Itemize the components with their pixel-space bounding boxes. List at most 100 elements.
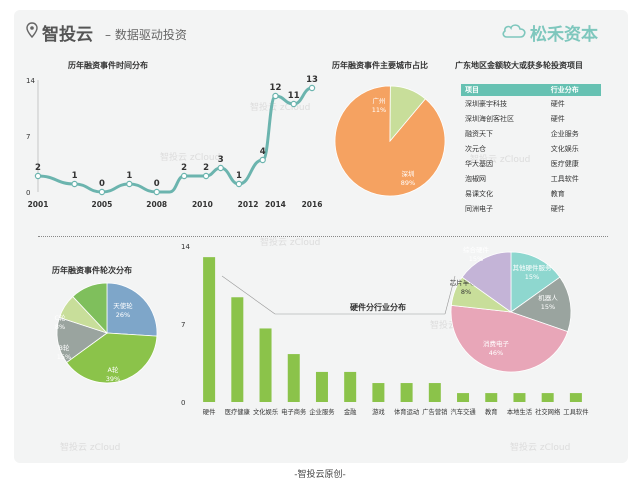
y-tick-label: 0 [26, 189, 30, 197]
line-point [272, 92, 279, 100]
bar-category-label: 广告营销 [422, 407, 447, 416]
line-point [153, 188, 160, 196]
line-series [37, 86, 313, 194]
watermark: 智投云 zCloud [260, 238, 321, 248]
table-row: 同洲电子 硬件 [461, 202, 601, 217]
round-pie-slice-value: 39% [106, 375, 120, 383]
hw-pie-slice [510, 251, 561, 313]
bar-category-label: 社交网络 [535, 407, 561, 416]
x-tick-label: 2010 [192, 200, 213, 209]
bar-category-label: 工具软件 [563, 407, 588, 416]
bar-category-label: 游戏 [372, 407, 385, 416]
x-tick-label: 2016 [302, 200, 323, 209]
hw-pie-slice [461, 251, 512, 313]
callout-line [444, 275, 456, 315]
table-row: 次元仓 文化娱乐 [461, 141, 601, 156]
line-data-label: 11 [288, 91, 300, 101]
brand-name: 智投云 [42, 25, 93, 45]
line-point [126, 180, 133, 188]
hw-pie-slice-name: 其他硬件服务 [513, 263, 553, 272]
bar-y-tick-label: 14 [181, 243, 190, 251]
table-header-industry: 行业分布 [546, 84, 601, 96]
city-pie-title: 历年融资事件主要城市占比 [332, 61, 428, 70]
bar-category-label: 文化娱乐 [253, 407, 279, 416]
city-pie-slice-value: 89% [401, 179, 415, 187]
line-point [71, 180, 78, 188]
round-pie-slice-name: C轮 [54, 313, 66, 322]
hw-pie-slice [450, 304, 569, 373]
hw-pie-slice-value: 15% [541, 303, 555, 311]
bar-category-label: 医疗健康 [225, 407, 251, 416]
bar-category-label: 硬件 [203, 407, 216, 416]
section-divider [38, 236, 608, 237]
bar-category-label: 本地生活 [507, 407, 533, 416]
bar [287, 354, 300, 402]
hw-pie-slice-name: 消费电子 [483, 339, 510, 348]
hw-pie-slice-name: 综合硬件 [463, 245, 490, 254]
line-point [235, 180, 243, 188]
watermark: 智投云 zCloud [160, 153, 221, 163]
city-pie-slice [389, 85, 426, 143]
table-row: 深圳豪宇科技 硬件 [461, 96, 601, 111]
cloud-logo-icon [502, 24, 526, 38]
table-cell: 泡椒网 [465, 175, 486, 184]
bar [400, 383, 413, 402]
bar-category-label: 体育运动 [394, 407, 419, 416]
watermark: 智投云 zCloud [470, 155, 531, 165]
round-pie-slice-name: A轮 [108, 365, 119, 374]
city-pie-slice-name: 广州 [373, 96, 386, 105]
round-pie-title: 历年融资事件轮次分布 [52, 266, 132, 275]
hw-pie-slice [510, 276, 572, 333]
bar [203, 257, 216, 402]
bar [457, 393, 470, 402]
bar [315, 371, 328, 402]
table-cell: 易课文化 [465, 190, 493, 199]
bar-chart-title: 硬件分行业分布 [350, 303, 406, 312]
line-point [180, 172, 188, 180]
callout-line [221, 275, 276, 315]
watermark: 智投云 zCloud [60, 443, 121, 453]
round-pie-slice-value: 8% [55, 323, 65, 331]
table-cell: 教育 [550, 190, 565, 199]
round-pie-slice [65, 332, 158, 384]
bar-category-label: 电子商务 [281, 407, 307, 416]
table-header-project: 项目 [461, 84, 547, 96]
bar [513, 393, 526, 402]
footer-note: -智投云原创- [294, 470, 346, 480]
table-row: 深圳海创客社区 硬件 [461, 111, 601, 126]
table-cell: 同洲电子 [465, 205, 493, 214]
line-data-label: 2 [35, 163, 41, 173]
table-cell: 文化娱乐 [550, 144, 579, 153]
line-data-label: 2 [181, 163, 187, 173]
hw-pie-slice-name: 芯片半导体 [450, 278, 483, 287]
line-data-label: 2 [203, 163, 209, 173]
bar [541, 393, 554, 402]
table-row: 易课文化 教育 [461, 187, 601, 202]
round-pie-slice [72, 282, 108, 335]
line-data-label: 4 [260, 147, 266, 157]
table-cell: 医疗健康 [550, 159, 579, 168]
line-point [259, 156, 266, 164]
table-row: 华大基因 医疗健康 [461, 156, 601, 171]
line-point [217, 164, 224, 172]
line-data-label: 12 [270, 83, 282, 93]
bar [231, 297, 244, 402]
bar [344, 371, 357, 402]
city-pie-slice-name: 深圳 [402, 169, 415, 178]
line-data-label: 0 [154, 179, 160, 189]
round-pie-slice-name: 天使轮 [113, 301, 133, 310]
line-data-label: 0 [99, 179, 105, 189]
bar [485, 393, 498, 402]
table-cell: 深圳海创客社区 [465, 114, 514, 123]
hw-pie-slice-value: 46% [489, 349, 503, 357]
round-pie-slice [106, 282, 158, 337]
bar-y-tick-label: 0 [181, 399, 185, 407]
table-cell: 硬件 [550, 114, 565, 123]
round-pie-slice-value: 26% [116, 311, 130, 319]
brand-subtitle: – 数据驱动投资 [105, 28, 187, 42]
round-pie-slice-name: B轮 [59, 343, 70, 352]
bar [372, 383, 385, 402]
table-title: 广东地区金额较大或获多轮投资项目 [455, 61, 583, 70]
x-tick-label: 2001 [28, 200, 49, 209]
